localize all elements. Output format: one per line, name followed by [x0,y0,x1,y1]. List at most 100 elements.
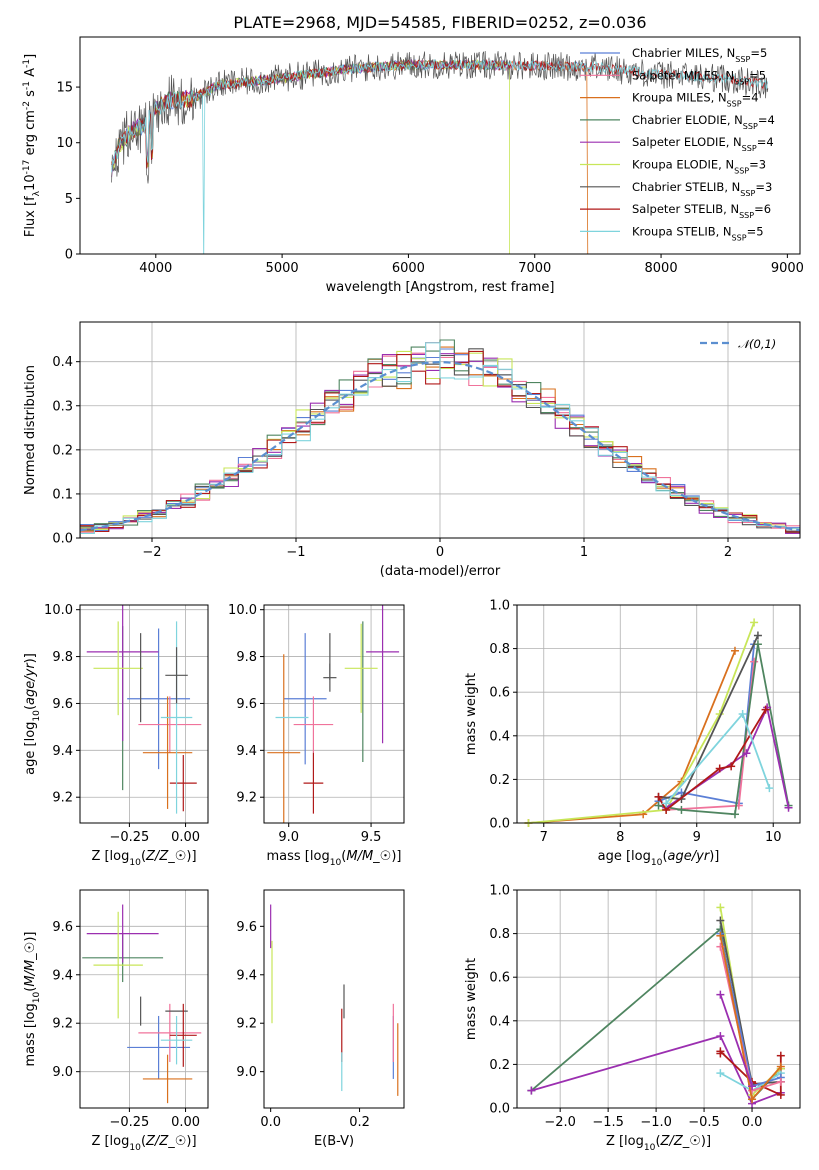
legend-subscript: SSP [740,188,755,197]
x-tick-label: 9 [693,830,701,845]
residual-histogram-panel: −2 −1 0 1 2 0.0 0.1 0.2 0.3 0.4 (data-model)/error… [23,321,801,579]
legend-suffix: =4 [757,135,774,149]
legend-subscript: SSP [735,55,750,64]
legend-entry: Kroupa MILES, NSSP=4 [632,91,759,109]
x-tick-label: −2.0 [544,1115,576,1130]
plus-marker [750,618,759,627]
y-tick-label: 9.2 [52,1017,73,1032]
x-axis-label: wavelength [Angstrom, rest frame] [326,280,555,295]
y-axis-label: mass weight [464,958,479,1040]
x-tick-label: −1.5 [592,1115,624,1130]
errorbar-point [293,696,334,753]
y-tick-label: 9.0 [52,1065,73,1080]
y-tick-label: 0.4 [489,729,510,744]
x-tick-label: 9000 [771,261,804,276]
errorbar-point [169,755,197,812]
plus-marker [730,810,739,819]
plus-marker [748,1082,757,1091]
y-tick-label: 0.0 [489,817,510,832]
y-tick-label: 0.4 [52,355,73,370]
x-tick-label: 0.2 [349,1115,370,1130]
y-tick-label: 15 [56,81,73,96]
y-tick-label: 9.4 [52,968,73,983]
y-tick-label: 5 [65,192,73,207]
y-tick-label: 10.0 [228,603,257,618]
normal-reference-curve [80,360,800,532]
y-tick-label: 9.6 [52,920,73,935]
legend-entry: Chabrier MILES, NSSP=5 [632,46,767,64]
y-tick-label: 10 [56,136,73,151]
plus-marker [753,631,762,640]
mass-weight-line-kroupa-elodie [719,907,782,1097]
y-tick-label: 9.0 [236,1065,257,1080]
age-vs-metallicity-panel: −0.25 0.00 9.2 9.4 9.6 9.8 10.0 Z [log10(Z/Z_☉)… [23,603,209,868]
x-axis-label: E(B-V) [314,1134,354,1149]
y-tick-label: 9.2 [236,1017,257,1032]
plus-marker [765,784,774,793]
x-tick-label: −1.0 [640,1115,672,1130]
x-tick-label: 6000 [392,261,425,276]
x-tick-label: 7 [540,830,548,845]
y-tick-label: 0.0 [489,1102,510,1117]
legend-subscript: SSP [734,166,749,175]
y-tick-label: 9.6 [236,697,257,712]
plus-marker [716,931,725,940]
legend-suffix: =4 [758,113,775,127]
spectrum-line-chabrier-stelib [111,50,769,184]
y-tick-label: 9.4 [52,744,73,759]
axes-frame [263,604,405,824]
errorbar-point [142,696,193,809]
x-tick-label: 1 [580,545,588,560]
plus-marker [716,1069,725,1078]
errorbar-point [127,1015,191,1079]
y-tick-label: 10.0 [44,603,73,618]
errorbar-point [142,1054,193,1104]
errorbar-point [169,1003,197,1067]
errorbar-point [93,621,143,716]
errorbar-point [283,633,327,765]
errorbar-point [138,1003,202,1062]
legend-suffix: =4 [742,91,759,105]
x-tick-label: −1 [286,545,305,560]
legend-suffix: =5 [749,68,766,82]
plus-marker [527,1086,536,1095]
y-tick-label: 0.8 [489,642,510,657]
y-tick-label: 0.3 [52,399,73,414]
errorbar-point [138,696,202,753]
x-axis-label: Z [log10(Z/Z_☉)] [91,1134,196,1153]
y-axis-label: Flux [fλ10-17 erg cm-2 s-1 A-1] [22,54,42,237]
x-axis-label: age [log10(age/yr)] [598,849,720,868]
legend-entry: Salpeter STELIB, NSSP=6 [632,202,771,220]
x-tick-label: −0.25 [109,830,149,845]
errorbar-point [86,605,159,741]
legend-entry: Kroupa ELODIE, NSSP=3 [632,158,766,176]
plus-marker [716,903,725,912]
y-tick-label: 0.8 [489,927,510,942]
y-tick-label: 0.0 [52,532,73,547]
x-tick-label: 0.0 [260,1115,281,1130]
x-tick-label: 8 [616,830,624,845]
spectrum-panel: 4000 5000 6000 7000 8000 9000 0 5 10 15 wavelength… [22,36,804,295]
axes-frame [79,36,801,255]
y-tick-label: 0.4 [489,1014,510,1029]
y-tick-label: 0.2 [489,1058,510,1073]
legend-suffix: =3 [755,180,772,194]
y-tick-label: 9.2 [236,791,257,806]
mass-weight-line-salpeter-elodie [719,994,753,1087]
x-axis-label: (data-model)/error [380,564,501,579]
y-tick-label: 0.2 [489,773,510,788]
age-vs-mass-panel: 9.0 9.5 9.2 9.4 9.6 9.8 10.0 mass [log10(M/M_☉)… [228,603,405,868]
errorbar-point [165,647,188,704]
plus-marker [776,1062,785,1071]
x-tick-label: −0.5 [688,1115,720,1130]
plus-marker [750,657,759,666]
legend-suffix: =6 [754,202,771,216]
mass-weight-vs-metallicity-panel: −2.0 −1.5 −1.0 −0.5 0.0 0.0 0.2 0.4 0.6 0.8 1.0 Z [… [464,884,801,1153]
axes-frame [263,889,405,1109]
y-tick-label: 9.4 [236,744,257,759]
figure-title: PLATE=2968, MJD=54585, FIBERID=0252, z=0… [233,13,646,32]
y-tick-label: 0.1 [52,487,73,502]
plus-marker [776,1077,785,1086]
x-tick-label: −2 [142,545,161,560]
legend-entry: Chabrier STELIB, NSSP=3 [632,180,772,198]
